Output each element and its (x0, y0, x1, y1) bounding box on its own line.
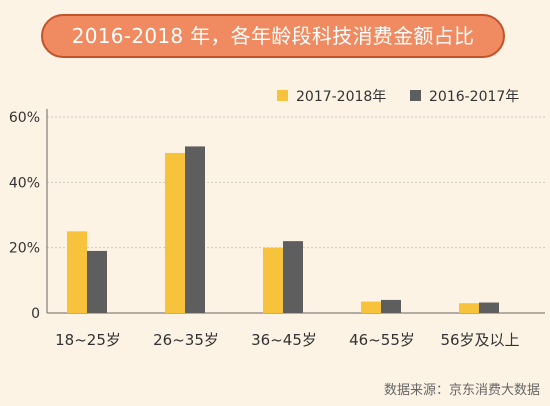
bar (283, 241, 303, 313)
y-tick-label: 20% (9, 241, 40, 257)
bar (263, 247, 283, 313)
y-tick-label: 40% (9, 175, 40, 191)
legend-swatch (277, 90, 288, 101)
chart-title: 2016-2018 年，各年龄段科技消费金额占比 (41, 14, 505, 58)
bar (185, 146, 205, 313)
x-tick-label: 26~35岁 (153, 331, 219, 349)
x-tick-label: 46~55岁 (349, 331, 415, 349)
x-tick-label: 36~45岁 (251, 331, 317, 349)
bar (165, 152, 185, 313)
legend-label: 2017-2018年 (296, 89, 386, 105)
source-note: 数据来源：京东消费大数据 (384, 383, 540, 398)
y-tick-label: 60% (9, 110, 40, 126)
x-tick-label: 56岁及以上 (440, 331, 519, 349)
bar (381, 299, 401, 313)
legend-swatch (410, 90, 421, 101)
bar (479, 302, 499, 313)
bar (361, 301, 381, 313)
bar (67, 231, 87, 313)
x-tick-label: 18~25岁 (55, 331, 121, 349)
y-tick-label: 0 (31, 306, 40, 322)
legend-label: 2016-2017年 (429, 89, 519, 105)
bar (459, 303, 479, 313)
bar (87, 250, 107, 313)
